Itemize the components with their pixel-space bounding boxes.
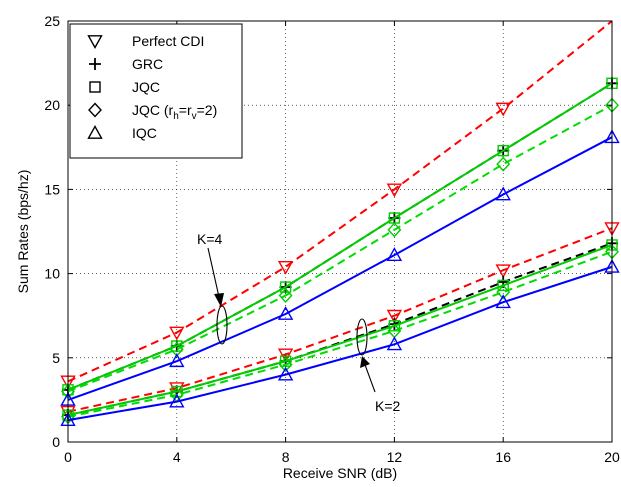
data-point [279, 281, 292, 293]
x-tick-label: 0 [64, 449, 72, 465]
series-k2-iqc [60, 258, 620, 427]
data-point [386, 336, 403, 351]
series-line [67, 227, 613, 413]
series-k2-jqc-rh-rv-2- [61, 244, 619, 425]
y-axis-label: Sum Rates (bps/hz) [15, 170, 31, 294]
legend-label-part: =r [179, 102, 192, 118]
data-point [495, 264, 511, 279]
legend-label: JQC [132, 79, 160, 95]
k4-ellipse [216, 305, 228, 345]
data-point [496, 156, 511, 172]
legend-marker [88, 102, 102, 118]
legend-entry: JQC (rh=rv=2) [88, 102, 217, 122]
data-point [169, 353, 185, 368]
data-point [388, 320, 401, 332]
y-tick-label: 10 [44, 266, 60, 282]
k2-arrow-line [363, 361, 376, 393]
y-tick-label: 25 [44, 13, 60, 29]
legend-entry: Perfect CDI [87, 33, 204, 49]
k4-arrowhead [214, 293, 224, 307]
data-point [169, 326, 185, 341]
data-point [495, 294, 511, 309]
k4-arrow-line [207, 247, 220, 298]
series-k4-jqc-rh-rv-2- [61, 97, 619, 400]
k2-label: K=2 [375, 398, 401, 414]
k4-label: K=4 [197, 231, 223, 247]
data-point [497, 279, 509, 292]
legend-entry: GRC [89, 56, 163, 72]
series-line [67, 104, 613, 393]
series-line [67, 242, 613, 417]
x-tick-label: 16 [495, 449, 511, 465]
legend-entry: JQC [89, 79, 160, 95]
series-line [67, 265, 613, 422]
data-point [277, 366, 294, 381]
k2-arrowhead [360, 356, 370, 368]
data-point [277, 348, 294, 363]
series-k4-iqc [60, 129, 620, 406]
plot-frame [67, 20, 613, 443]
data-point [278, 357, 293, 373]
series-k2-grc [62, 237, 618, 422]
x-axis-label: Receive SNR (dB) [283, 465, 397, 481]
data-point [386, 247, 403, 261]
data-point [495, 102, 511, 117]
data-point [386, 183, 403, 198]
legend: Perfect CDI GRC JQC JQC (rh=rv=2) IQC [69, 23, 243, 159]
legend-entry: IQC [87, 125, 157, 141]
series-line [67, 250, 613, 418]
data-point [277, 260, 294, 275]
data-point [169, 393, 185, 408]
legend-marker [89, 58, 101, 70]
series-k2-perfect-cdi [60, 222, 620, 420]
k2-ellipse [356, 318, 368, 356]
data-point [279, 355, 292, 367]
legend-marker [87, 35, 103, 49]
series-line [67, 136, 613, 401]
legend-box [69, 23, 243, 159]
legend-label: GRC [132, 56, 163, 72]
legend-label-part: JQC (r [132, 102, 174, 118]
series-line [67, 82, 613, 391]
legend-label: IQC [132, 125, 157, 141]
data-point [387, 222, 402, 238]
legend-label: Perfect CDI [132, 33, 204, 49]
series-k2-jqc [62, 239, 618, 421]
plot-series [60, 20, 620, 427]
legend-label-part: =2) [197, 102, 218, 118]
data-point [277, 306, 294, 320]
legend-label-part: v [192, 111, 197, 122]
data-point [169, 382, 185, 397]
series-line [67, 244, 613, 417]
data-point [495, 186, 511, 201]
series-line [67, 20, 613, 383]
y-tick-label: 0 [52, 434, 60, 450]
legend-label: JQC (rh=rv=2) [132, 102, 217, 122]
x-tick-label: 4 [173, 449, 181, 465]
series-k4-perfect-cdi [60, 20, 613, 390]
axis-ticks: 0 4 8 12 16 20 0 5 10 15 20 25 [44, 13, 620, 465]
legend-marker [89, 81, 101, 93]
y-tick-label: 15 [44, 181, 60, 197]
legend-label-part: h [173, 111, 179, 122]
y-tick-label: 20 [44, 97, 60, 113]
y-tick-label: 5 [52, 350, 60, 366]
annotations: K=4 K=2 [197, 231, 401, 414]
data-point [386, 309, 403, 324]
legend-marker [87, 125, 103, 139]
x-tick-label: 20 [604, 449, 620, 465]
x-tick-label: 8 [282, 449, 290, 465]
data-point [497, 144, 509, 157]
x-tick-label: 12 [387, 449, 403, 465]
data-point [278, 287, 293, 304]
data-point [496, 284, 511, 300]
